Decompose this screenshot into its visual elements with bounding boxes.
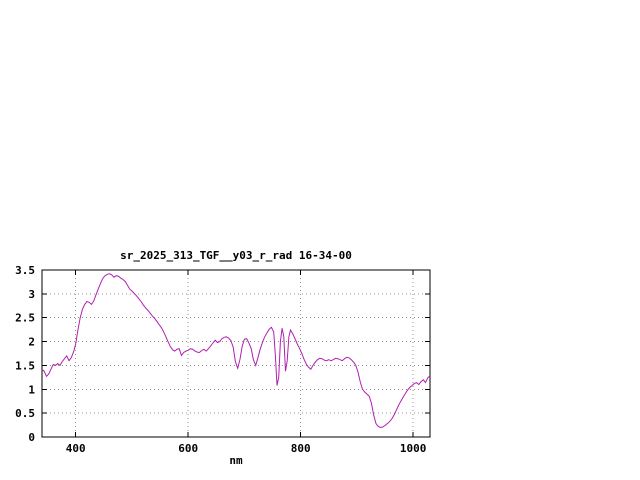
y-tick-label: 0.5 [15,407,35,420]
grid [42,269,430,438]
y-tick-label: 2 [28,336,35,349]
y-tick-label: 0 [28,431,35,444]
x-tick-label: 600 [178,442,198,455]
x-tick-label: 800 [291,442,311,455]
y-tick-label: 1 [28,383,35,396]
y-tick-label: 3.5 [15,264,35,277]
y-tick-label: 3 [28,288,35,301]
x-axis-label: nm [229,454,243,467]
x-tick-labels: 400 600 800 1000 [66,442,427,455]
axis-ticks [42,269,430,438]
y-tick-label: 2.5 [15,312,35,325]
x-tick-label: 400 [66,442,86,455]
chart-title: sr_2025_313_TGF__y03_r_rad 16-34-00 [120,249,352,262]
spectrum-line [41,273,431,429]
x-tick-label: 1000 [400,442,427,455]
plot-frame [41,269,431,438]
y-tick-labels: 0 0.5 1 1.5 2 2.5 3 3.5 [15,264,35,444]
y-tick-label: 1.5 [15,359,35,372]
